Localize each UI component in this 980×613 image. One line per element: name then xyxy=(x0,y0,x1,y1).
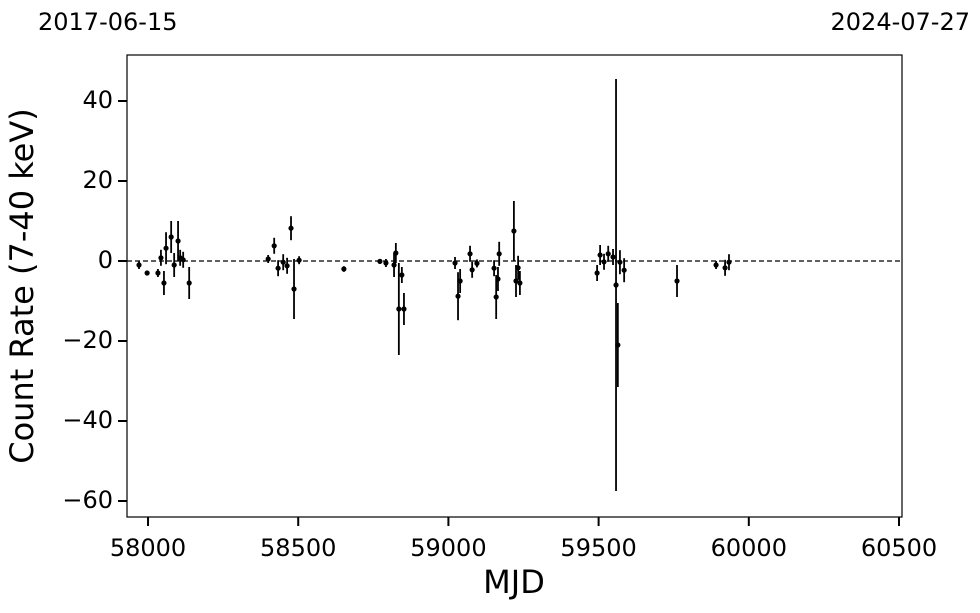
data-point xyxy=(467,251,473,257)
start-date: 2017-06-15 xyxy=(38,8,177,36)
data-point xyxy=(474,260,480,266)
data-point xyxy=(491,265,497,271)
data-point xyxy=(383,260,389,266)
y-tick-label: 20 xyxy=(82,166,113,194)
data-point xyxy=(517,280,523,286)
data-point xyxy=(613,282,619,288)
y-tick-label: 40 xyxy=(82,86,113,114)
data-point xyxy=(615,342,621,348)
x-tick-label: 60500 xyxy=(861,534,937,562)
data-point xyxy=(469,267,475,273)
x-tick-label: 59500 xyxy=(560,534,636,562)
data-point xyxy=(399,272,405,278)
plot-frame xyxy=(126,54,903,518)
data-point xyxy=(617,259,623,265)
y-tick-label: −20 xyxy=(62,326,113,354)
data-point xyxy=(168,234,174,240)
data-point xyxy=(175,238,181,244)
data-point xyxy=(163,245,169,251)
y-tick-label: 0 xyxy=(98,246,113,274)
data-point xyxy=(280,259,286,265)
x-axis-label: MJD xyxy=(483,563,545,601)
data-point xyxy=(155,270,161,276)
data-point xyxy=(496,251,502,257)
x-tick-label: 60000 xyxy=(711,534,787,562)
data-point xyxy=(144,270,150,276)
data-point xyxy=(722,265,728,271)
data-point xyxy=(393,250,399,256)
data-point xyxy=(291,286,297,292)
data-point xyxy=(605,251,611,257)
data-point xyxy=(597,252,603,258)
y-axis-label: Count Rate (7-40 keV) xyxy=(3,108,41,463)
data-point xyxy=(621,267,627,273)
data-point xyxy=(271,243,277,249)
data-point xyxy=(601,259,607,265)
data-point xyxy=(452,260,458,266)
data-point xyxy=(455,293,461,299)
end-date: 2024-07-27 xyxy=(831,8,970,36)
data-point xyxy=(180,257,186,263)
data-point xyxy=(401,306,407,312)
data-point xyxy=(457,278,463,284)
data-point xyxy=(495,276,501,282)
data-point xyxy=(265,256,271,262)
data-point xyxy=(726,259,732,265)
data-point xyxy=(511,228,517,234)
data-point xyxy=(296,257,302,263)
data-point xyxy=(391,262,397,268)
data-point xyxy=(493,294,499,300)
data-point xyxy=(171,262,177,268)
data-point xyxy=(136,262,142,268)
data-point xyxy=(396,306,402,312)
y-tick-label: −40 xyxy=(62,406,113,434)
data-point xyxy=(713,262,719,268)
x-tick-label: 58500 xyxy=(260,534,336,562)
x-tick-label: 58000 xyxy=(110,534,186,562)
data-point xyxy=(158,255,164,261)
data-point xyxy=(275,265,281,271)
data-point xyxy=(288,225,294,231)
x-tick-label: 59000 xyxy=(410,534,486,562)
data-point xyxy=(377,258,383,264)
data-point xyxy=(161,280,167,286)
data-point xyxy=(341,266,347,272)
data-point xyxy=(515,265,521,271)
data-point xyxy=(186,280,192,286)
data-point xyxy=(674,278,680,284)
data-point xyxy=(284,263,290,269)
data-point xyxy=(610,254,616,260)
y-tick-label: −60 xyxy=(62,486,113,514)
data-point xyxy=(594,270,600,276)
